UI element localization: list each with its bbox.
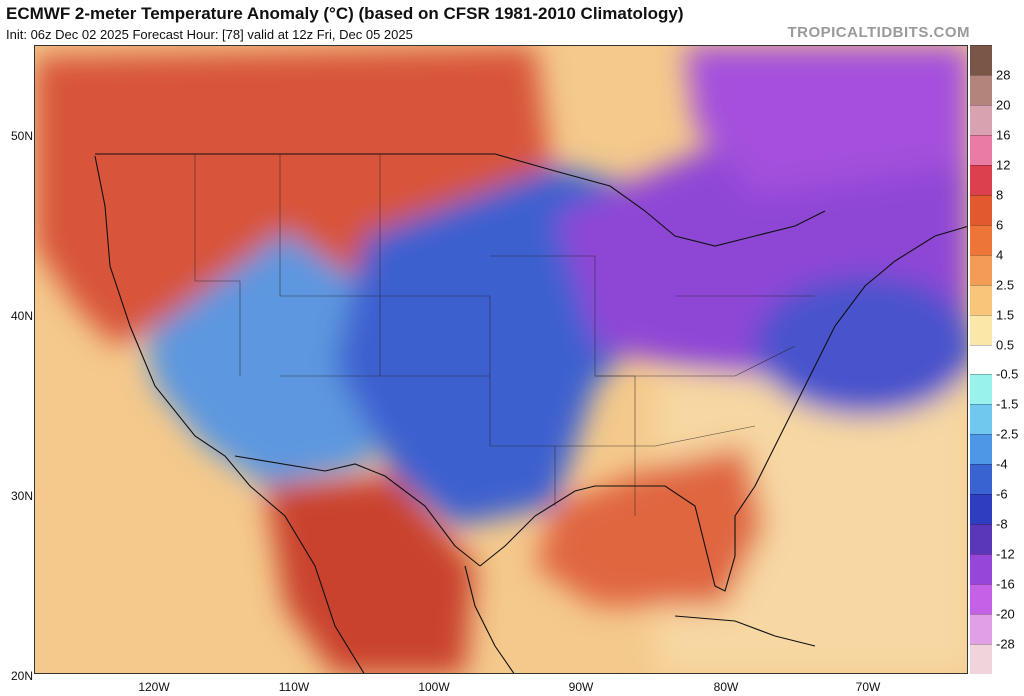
colorbar-swatch bbox=[970, 74, 992, 105]
colorbar-swatch bbox=[970, 374, 992, 405]
colorbar-swatch bbox=[970, 45, 992, 75]
lat-label-30n: 30N bbox=[10, 489, 33, 503]
colorbar-swatch bbox=[970, 284, 992, 315]
lon-label-80w: 80W bbox=[713, 680, 739, 694]
colorbar-label: 1.5 bbox=[996, 307, 1015, 323]
colorbar-swatch bbox=[970, 404, 992, 435]
colorbar-swatch bbox=[970, 644, 992, 674]
forecast-subtitle: Init: 06z Dec 02 2025 Forecast Hour: [78… bbox=[6, 27, 413, 42]
southeast-warm-region bbox=[535, 446, 765, 606]
colorbar-label: -2.5 bbox=[996, 426, 1019, 442]
colorbar-label: 2.5 bbox=[996, 277, 1015, 293]
colorbar-label: 0.5 bbox=[996, 337, 1015, 353]
colorbar-label: -12 bbox=[996, 546, 1015, 562]
lat-label-50n: 50N bbox=[10, 129, 33, 143]
colorbar-swatch bbox=[970, 464, 992, 495]
colorbar-swatch bbox=[970, 134, 992, 165]
lon-label-120w: 120W bbox=[138, 680, 170, 694]
rockies-cold-region bbox=[145, 231, 415, 486]
colorbar-label: 20 bbox=[996, 97, 1011, 113]
colorbar-swatch bbox=[970, 494, 992, 525]
colorbar-swatch bbox=[970, 344, 992, 375]
colorbar-label: -0.5 bbox=[996, 366, 1019, 382]
colorbar-swatch bbox=[970, 434, 992, 465]
gulf-east-coastline bbox=[479, 226, 967, 592]
colorbar-label: 4 bbox=[996, 247, 1004, 263]
colorbar-swatch bbox=[970, 104, 992, 135]
colorbar-label: -20 bbox=[996, 606, 1015, 622]
cuba-outline bbox=[674, 615, 816, 647]
lat-label-40n: 40N bbox=[10, 309, 33, 323]
map-title: ECMWF 2-meter Temperature Anomaly (°C) (… bbox=[6, 4, 684, 23]
us-mexico-border bbox=[234, 455, 481, 567]
lon-label-70w: 70W bbox=[855, 680, 881, 694]
mexico-warm-region bbox=[265, 476, 475, 673]
lon-label-100w: 100W bbox=[418, 680, 450, 694]
lon-label-110w: 110W bbox=[278, 680, 310, 694]
colorbar-swatch bbox=[970, 164, 992, 195]
colorbar-label: 8 bbox=[996, 187, 1004, 203]
east-canada-region bbox=[685, 46, 967, 196]
colorbar-label: -4 bbox=[996, 456, 1008, 472]
state-borders bbox=[194, 154, 815, 516]
colorbar-label: -8 bbox=[996, 516, 1008, 532]
colorbar-swatch bbox=[970, 524, 992, 555]
colorbar-label: -28 bbox=[996, 636, 1015, 652]
colorbar-swatch bbox=[970, 194, 992, 225]
west-coastline bbox=[94, 155, 365, 673]
colorbar-label: 12 bbox=[996, 157, 1011, 173]
colorbar-swatch bbox=[970, 554, 992, 585]
coastline-borders bbox=[94, 153, 967, 673]
northwest-warm-region bbox=[35, 46, 555, 346]
colorbar-label: 6 bbox=[996, 217, 1004, 233]
colorbar-swatch bbox=[970, 224, 992, 255]
colorbar-label: 16 bbox=[996, 127, 1011, 143]
colorbar-label: -16 bbox=[996, 576, 1015, 592]
anomaly-colorbar: 28 20 16 12 8 6 4 2.5 1.5 0.5 -0.5 -1.5 -2.5 -4 -6 -8 -1… bbox=[970, 45, 1024, 674]
atlantic-cold-pool bbox=[755, 276, 967, 416]
map-canvas bbox=[35, 46, 967, 673]
colorbar-swatch bbox=[970, 584, 992, 615]
anomaly-map bbox=[34, 45, 968, 674]
lon-label-90w: 90W bbox=[568, 680, 594, 694]
colorbar-swatch bbox=[970, 254, 992, 285]
colorbar-label: 28 bbox=[996, 67, 1011, 83]
lat-label-20n: 20N bbox=[10, 669, 33, 683]
mexico-gulf-coast bbox=[464, 565, 515, 673]
colorbar-swatch bbox=[970, 614, 992, 645]
colorbar-swatch bbox=[970, 314, 992, 345]
colorbar-label: -1.5 bbox=[996, 396, 1019, 412]
colorbar-label: -6 bbox=[996, 486, 1008, 502]
brand-watermark: TROPICALTIDBITS.COM bbox=[787, 24, 970, 41]
great-lakes-border bbox=[494, 153, 826, 247]
